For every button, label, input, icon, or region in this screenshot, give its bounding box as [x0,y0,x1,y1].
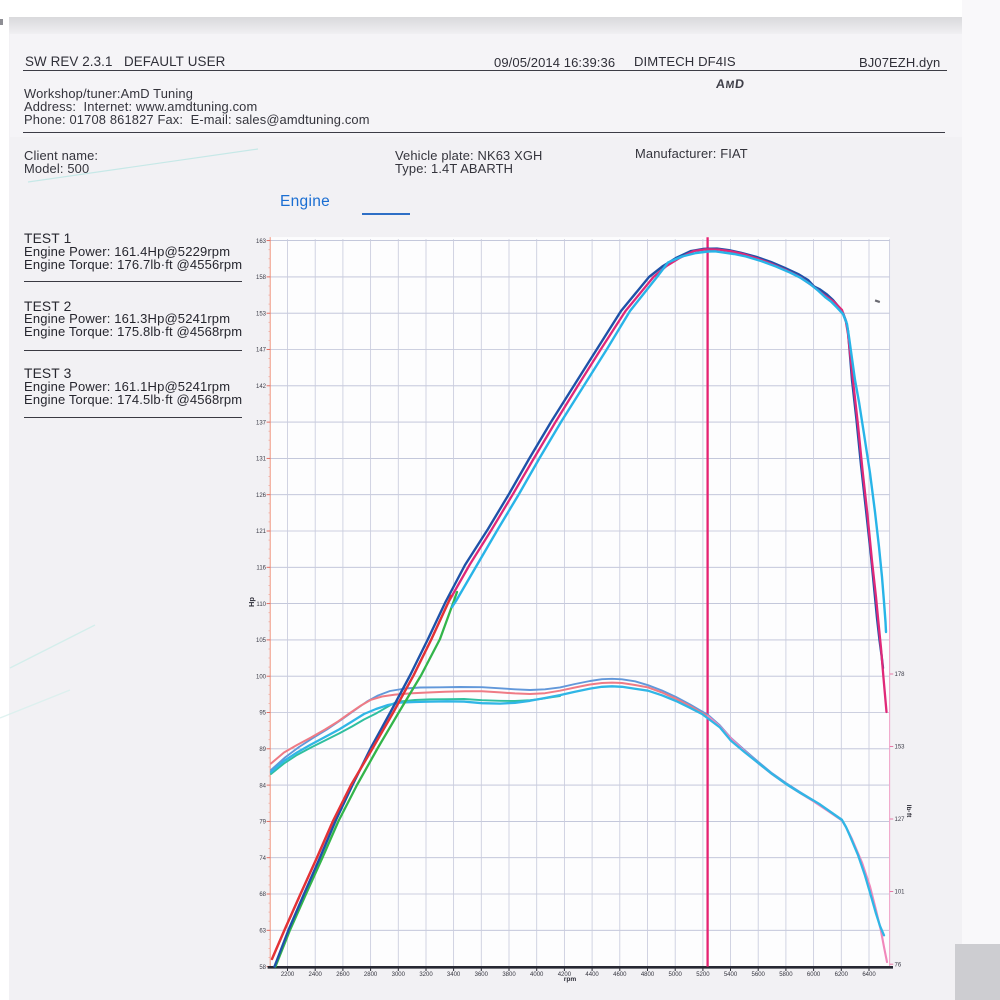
svg-text:3000: 3000 [392,972,406,978]
svg-text:4800: 4800 [641,972,655,978]
svg-text:163: 163 [256,239,267,245]
svg-text:110: 110 [256,602,266,608]
svg-text:127: 127 [895,817,906,823]
svg-text:Hp: Hp [247,597,256,607]
svg-text:68: 68 [259,892,266,898]
svg-text:142: 142 [256,384,267,390]
svg-text:3600: 3600 [475,972,489,978]
svg-text:lb·ft: lb·ft [905,805,912,819]
svg-text:84: 84 [259,783,266,789]
svg-text:76: 76 [895,962,902,968]
svg-text:3200: 3200 [419,972,433,978]
svg-text:95: 95 [259,711,266,717]
svg-text:4200: 4200 [558,972,572,978]
svg-text:6000: 6000 [807,972,821,978]
svg-text:178: 178 [895,672,906,678]
svg-text:6200: 6200 [835,972,849,978]
svg-text:5800: 5800 [779,972,793,978]
svg-text:74: 74 [259,856,266,862]
svg-text:2600: 2600 [336,972,350,978]
svg-text:6400: 6400 [862,972,876,978]
svg-text:100: 100 [256,674,267,680]
svg-text:79: 79 [259,820,266,826]
svg-text:131: 131 [256,457,267,463]
svg-text:3800: 3800 [502,972,516,978]
svg-text:58: 58 [259,965,266,971]
svg-text:2800: 2800 [364,972,378,978]
svg-text:137: 137 [256,420,267,426]
svg-text:147: 147 [256,348,267,354]
svg-text:2200: 2200 [281,972,295,978]
svg-text:2400: 2400 [309,972,323,978]
svg-text:105: 105 [256,638,267,644]
svg-text:5400: 5400 [724,972,738,978]
svg-text:121: 121 [256,529,267,535]
svg-text:153: 153 [895,745,906,751]
svg-text:3400: 3400 [447,972,461,978]
svg-text:5600: 5600 [752,972,766,978]
svg-text:116: 116 [256,566,266,572]
svg-text:63: 63 [259,929,266,935]
svg-text:4400: 4400 [585,972,599,978]
svg-text:rpm: rpm [564,976,577,983]
svg-text:89: 89 [259,747,266,753]
svg-text:5200: 5200 [696,972,710,978]
svg-text:5000: 5000 [669,972,683,978]
svg-text:126: 126 [256,493,267,499]
svg-text:153: 153 [256,311,267,317]
svg-text:158: 158 [256,275,267,281]
svg-text:101: 101 [895,890,906,896]
svg-text:4000: 4000 [530,972,544,978]
svg-text:4600: 4600 [613,972,627,978]
